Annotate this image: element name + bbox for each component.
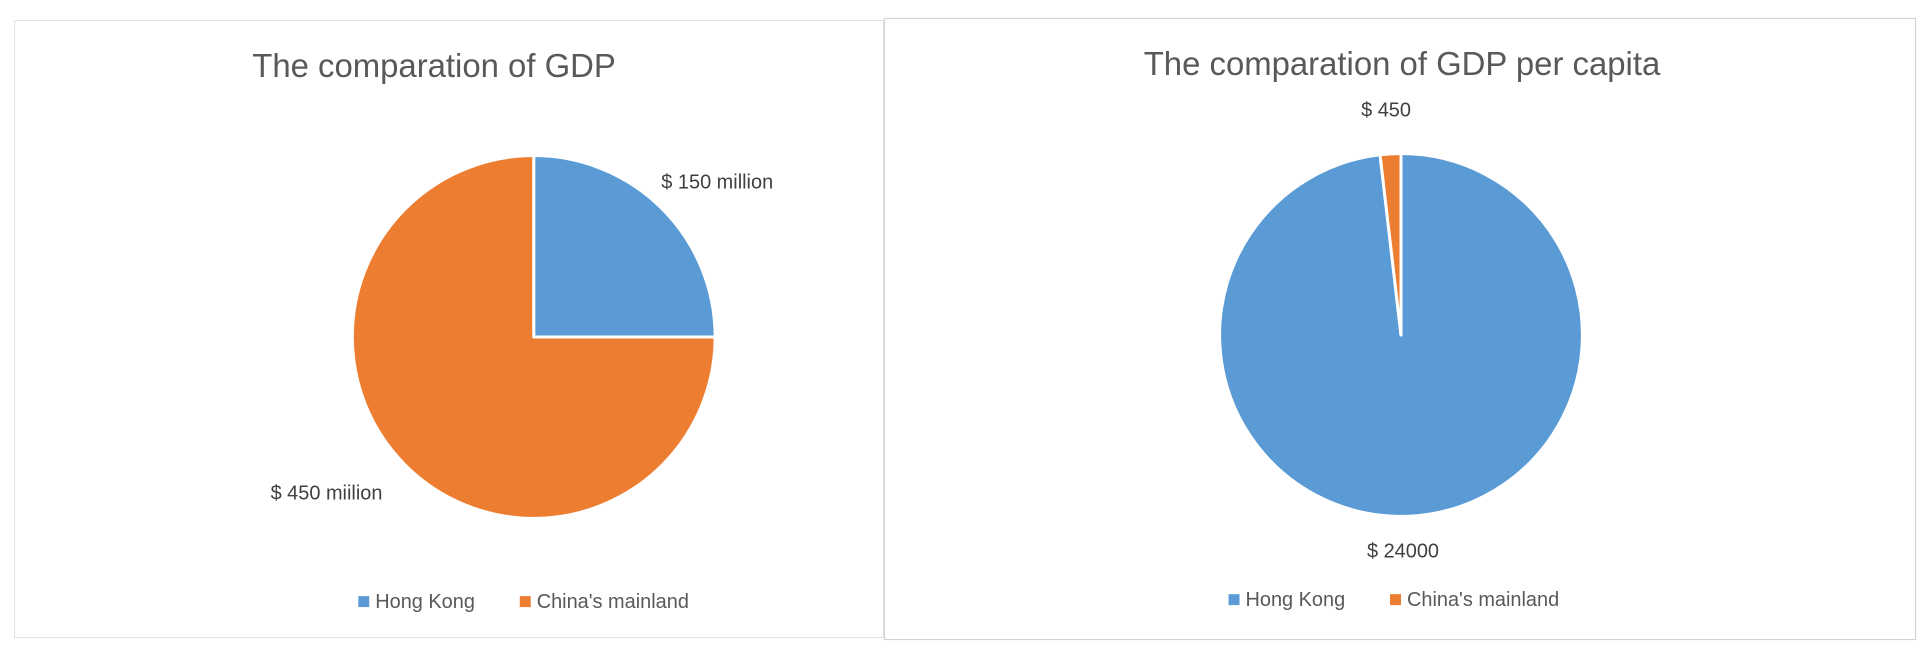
data-label-china-s-mainland: $ 450 miilion <box>271 482 383 504</box>
data-label-china-s-mainland: $ 450 <box>1361 100 1411 122</box>
pie-slice-china-s-mainland <box>1378 152 1403 337</box>
legend-swatch-china-s-mainland <box>1390 594 1401 606</box>
legend-label-hong-kong: Hong Kong <box>375 591 475 613</box>
gdp-chart-panel: The comparation of GDP $ 150 million $ 45… <box>14 20 884 638</box>
legend-label-china-s-mainland: China's mainland <box>537 591 689 613</box>
gdp-pie-chart: The comparation of GDP $ 150 million $ 45… <box>252 47 773 613</box>
legend-swatch-hong-kong <box>1228 594 1240 606</box>
legend-swatch-hong-kong <box>358 596 370 608</box>
gdp-per-capita-chart-panel: The comparation of GDP per capita $ 2400… <box>884 18 1916 640</box>
legend-swatch-china-s-mainland <box>519 596 531 608</box>
data-label-hong-kong: $ 150 million <box>661 171 773 193</box>
chart-title: The comparation of GDP <box>252 47 616 84</box>
pie-slice-china-s-mainland <box>350 154 717 520</box>
pie-slice-hong-kong <box>532 154 717 339</box>
data-label-hong-kong: $ 24000 <box>1367 540 1439 562</box>
gdp-per-capita-pie-chart: The comparation of GDP per capita $ 2400… <box>1144 45 1661 611</box>
legend-label-china-s-mainland: China's mainland <box>1407 589 1559 611</box>
chart-title: The comparation of GDP per capita <box>1144 45 1661 82</box>
legend-label-hong-kong: Hong Kong <box>1245 589 1345 611</box>
